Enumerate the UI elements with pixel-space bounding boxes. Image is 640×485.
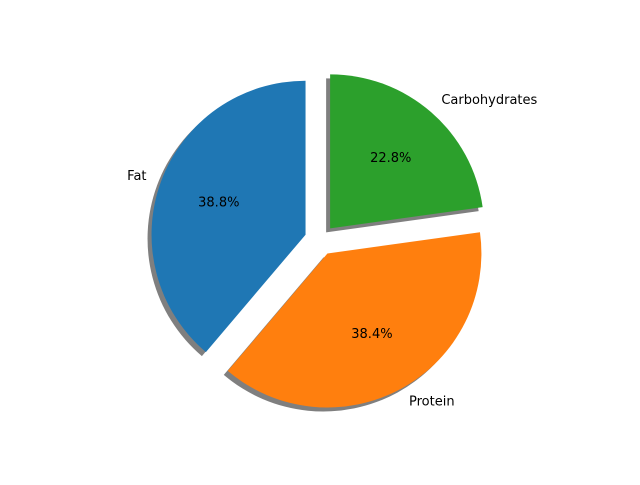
slice-percent-carbohydrates: 22.8% [370,151,411,166]
slice-protein [227,232,482,408]
slice-percent-fat: 38.8% [198,195,239,210]
slice-fat [151,80,306,353]
slice-percent-protein: 38.4% [351,327,392,342]
slice-carbohydrates [330,74,483,229]
slice-labels: 38.8% Fat 38.4% Protein 22.8% Carbohydrates [127,93,537,409]
slice-label-protein: Protein [409,394,455,409]
slice-wedges [151,74,483,408]
slice-label-carbohydrates: Carbohydrates [441,93,537,108]
slice-label-fat: Fat [127,169,146,184]
